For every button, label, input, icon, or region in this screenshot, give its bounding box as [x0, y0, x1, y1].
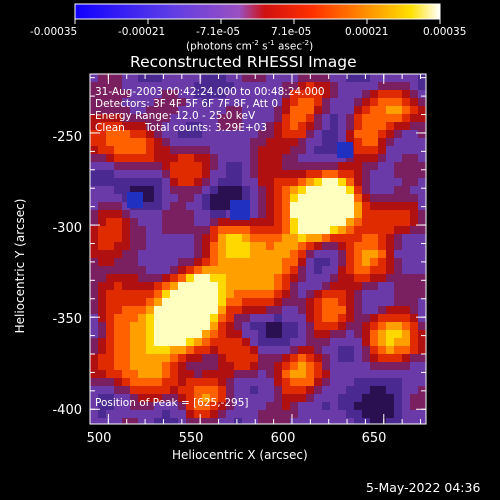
ytick-label: -250: [52, 130, 82, 145]
colorbar-tick-3: 7.1e-05: [271, 26, 312, 38]
x-axis-label: Heliocentric X (arcsec): [172, 448, 308, 462]
xtick-label: 600: [270, 431, 296, 446]
info-peak-position: Position of Peak = [625,-295]: [95, 397, 249, 409]
colorbar-tick-1: -0.00021: [118, 26, 166, 38]
info-energy-range: Energy Range: 12.0 - 25.0 keV: [95, 110, 256, 122]
colorbar-tick-0: -0.00035: [30, 26, 78, 38]
ytick-label: -400: [52, 403, 82, 418]
y-axis-label: Heliocentric Y (arcsec): [13, 198, 27, 334]
info-detectors: Detectors: 3F 4F 5F 6F 7F 8F, Att 0: [95, 98, 279, 110]
chart-title: Reconstructed RHESSI Image: [130, 53, 357, 71]
footer-date: 5-May-2022 04:36: [366, 480, 481, 495]
colorbar: [74, 3, 441, 20]
colorbar-unit: (photons cm-2 s-1 asec-2): [186, 39, 314, 53]
xtick-label: 650: [361, 431, 387, 446]
info-total-counts: Total counts: 3.29E+03: [145, 122, 268, 134]
info-time-range: 31-Aug-2003 00:42:24.000 to 00:48:24.000: [95, 86, 325, 98]
xtick-label: 550: [178, 431, 204, 446]
colorbar-tick-4: 0.00021: [345, 26, 389, 38]
colorbar-ticks: [74, 19, 441, 24]
axis-ticks: [89, 74, 426, 424]
colorbar-tick-2: -7.1e-05: [196, 26, 241, 38]
xtick-label: 500: [86, 431, 112, 446]
info-algorithm: Clean: [95, 122, 125, 134]
ytick-label: -300: [52, 221, 82, 236]
plot-frame: [89, 73, 427, 425]
ytick-label: -350: [52, 312, 82, 327]
colorbar-tick-5: 0.00035: [423, 26, 467, 38]
rhessi-image: [90, 74, 426, 424]
